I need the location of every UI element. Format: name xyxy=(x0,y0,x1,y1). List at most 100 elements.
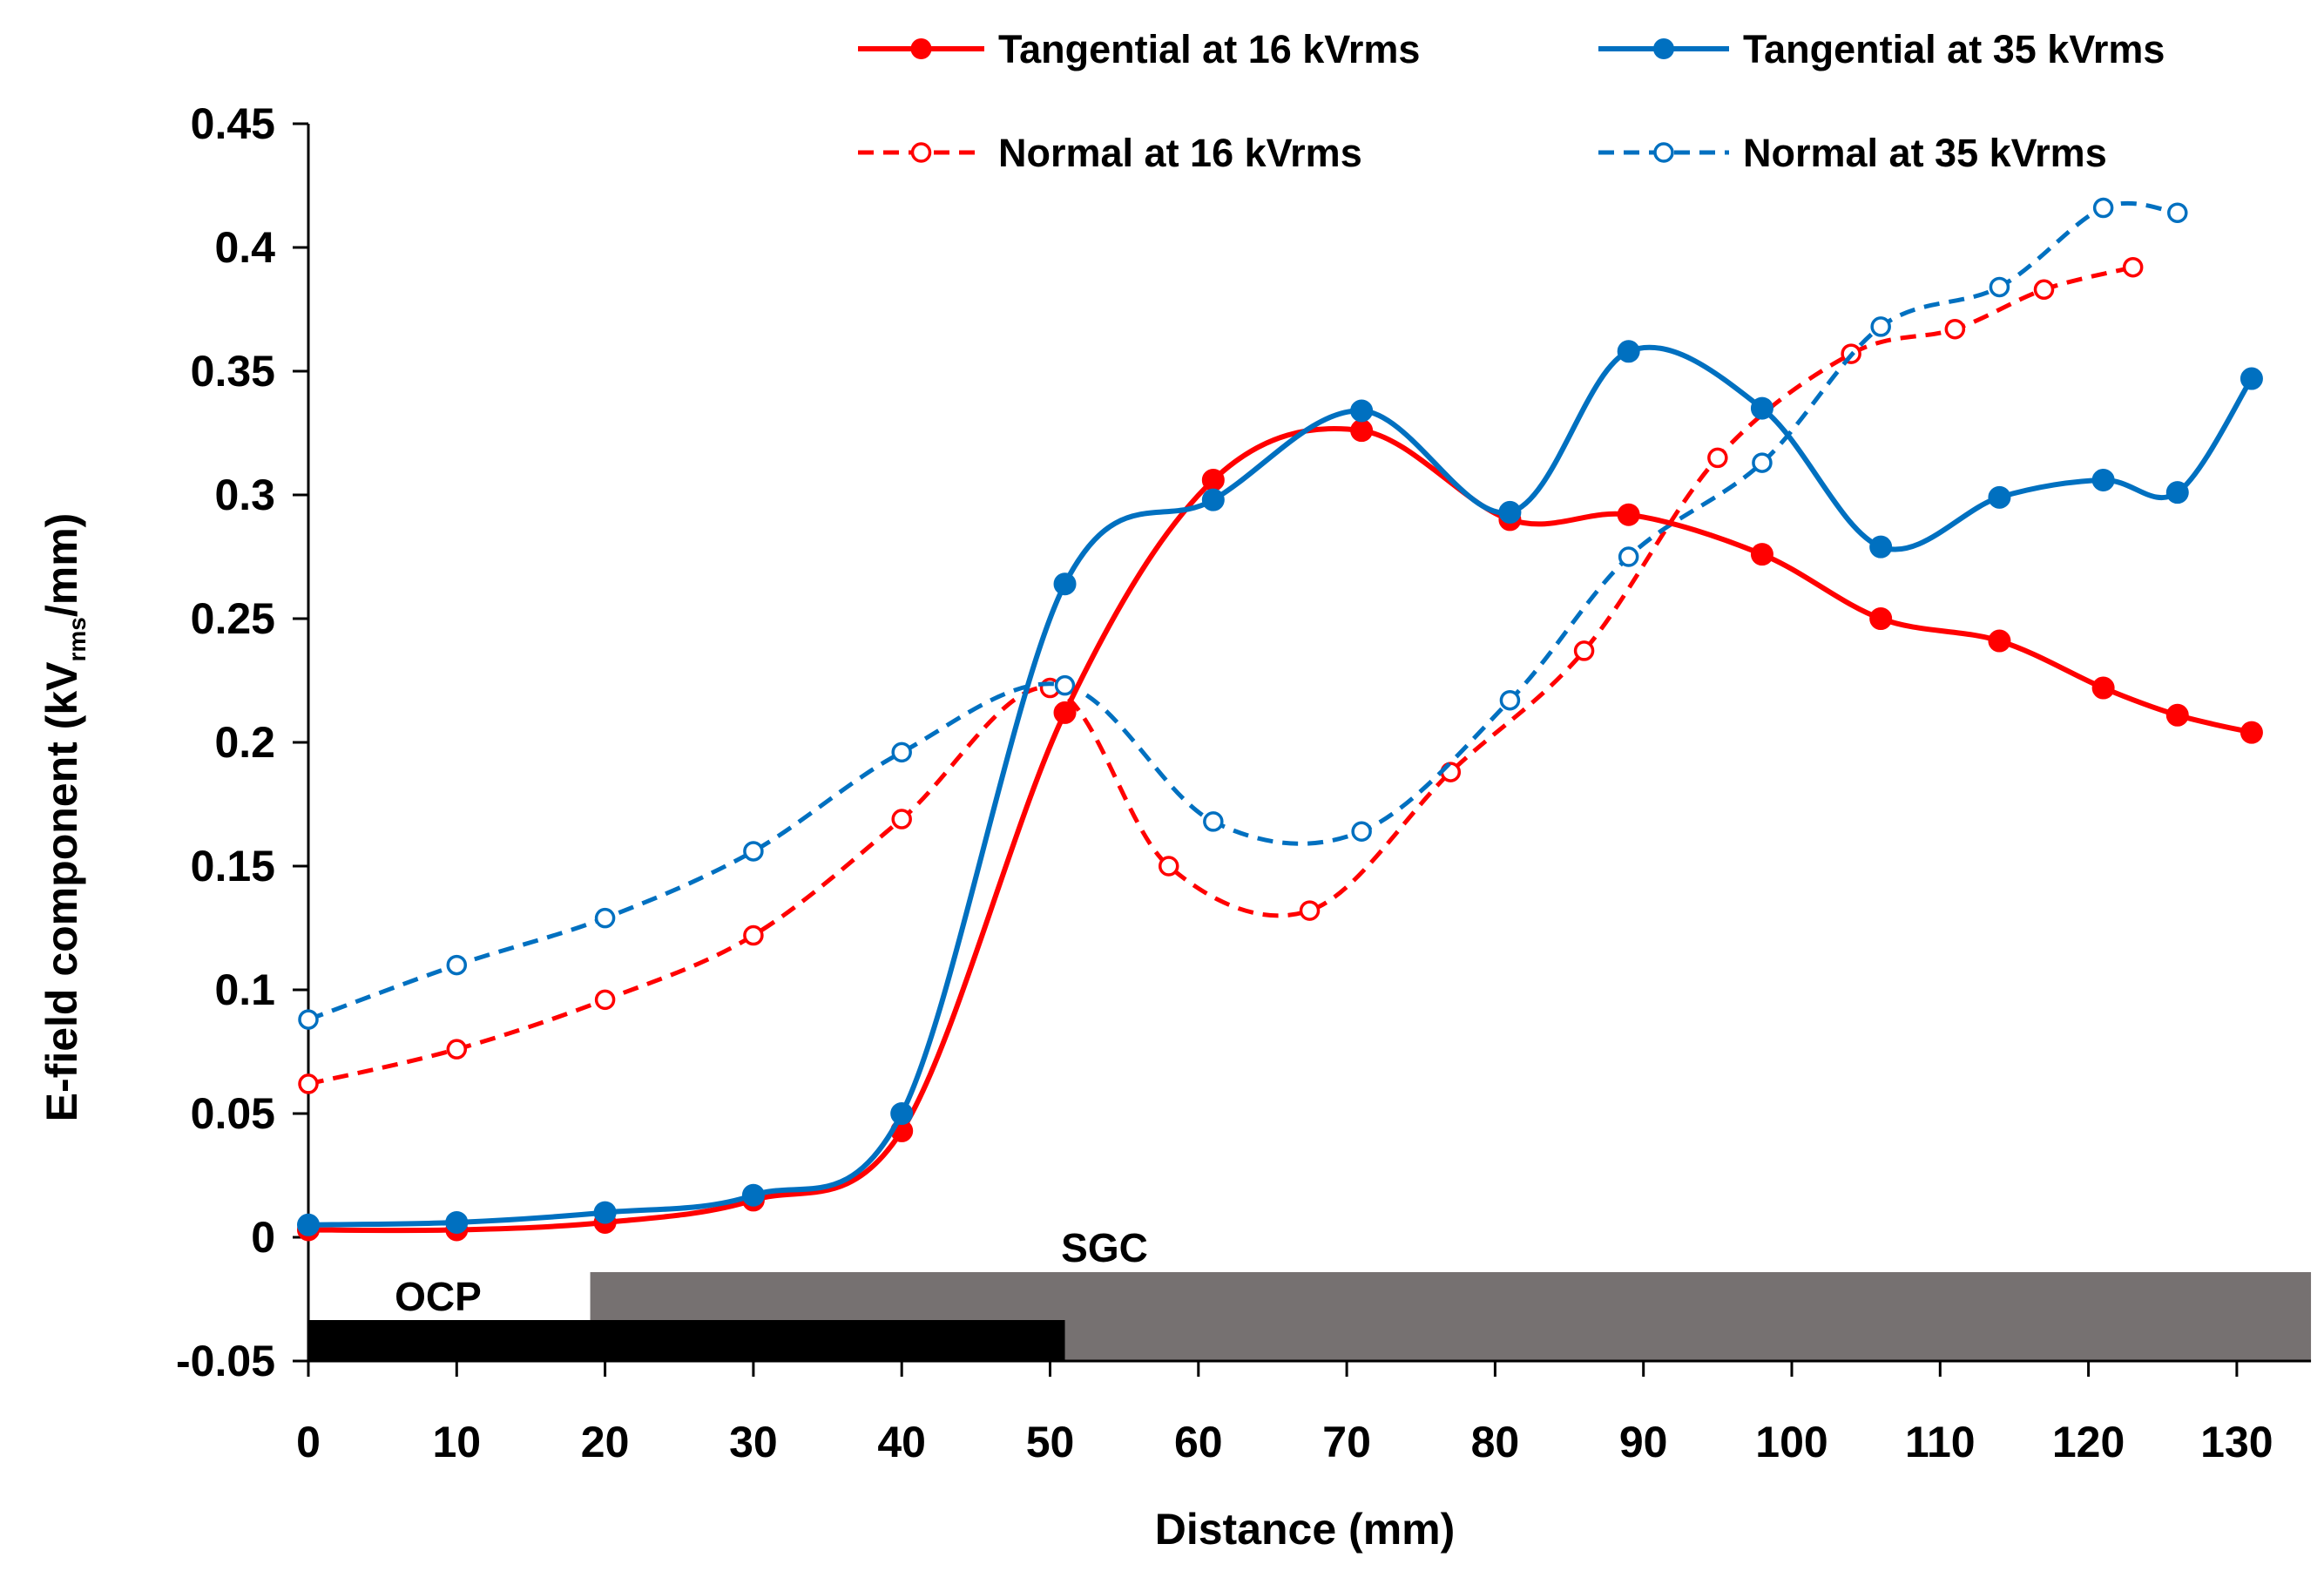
series-line-tangential-at-35-kvrms xyxy=(307,344,2254,1228)
y-axis-title-end: /mm) xyxy=(37,513,86,617)
y-tick-label: 0.1 xyxy=(214,965,275,1014)
data-point xyxy=(2167,202,2188,223)
data-point xyxy=(1869,535,1893,559)
data-point xyxy=(1053,701,1077,724)
data-point xyxy=(1869,607,1893,630)
y-tick-label: 0.4 xyxy=(214,223,275,272)
y-tick-label: 0 xyxy=(251,1213,275,1262)
data-point xyxy=(1617,503,1640,526)
data-point xyxy=(2165,481,2189,504)
series-tangential-at-35-kvrms xyxy=(297,340,2263,1236)
data-point xyxy=(1989,276,2010,298)
series-group xyxy=(297,197,2263,1242)
y-tick-label: -0.05 xyxy=(176,1337,275,1385)
data-point xyxy=(1707,447,1728,469)
data-point xyxy=(1053,572,1077,596)
x-tick-label: 30 xyxy=(729,1418,778,1466)
data-point xyxy=(1201,468,1225,491)
y-tick-label: 0.3 xyxy=(214,471,275,519)
series-normal-at-35-kvrms xyxy=(298,197,2188,1030)
data-point xyxy=(1752,452,1773,473)
data-point xyxy=(2165,703,2189,727)
data-point xyxy=(1201,488,1225,511)
data-point xyxy=(1750,543,1773,566)
data-point xyxy=(1617,340,1640,363)
legend-marker xyxy=(910,142,932,163)
legend-item-tangential-at-35-kvrms: Tangential at 35 kVrms xyxy=(1598,27,2165,71)
series-tangential-at-16-kvrms xyxy=(297,419,2263,1242)
region-label-sgc: SGC xyxy=(1061,1225,1148,1270)
data-point xyxy=(2122,256,2144,278)
y-axis-title-main: E-field component (kV xyxy=(37,661,86,1121)
x-tick-label: 80 xyxy=(1471,1418,1520,1466)
series-line-normal-at-35-kvrms xyxy=(307,200,2179,1022)
region-bar-ocp xyxy=(308,1320,1065,1362)
data-point xyxy=(890,1102,914,1125)
data-point xyxy=(1988,485,2011,509)
region-bars: OCP SGC xyxy=(308,1225,2312,1362)
legend-marker xyxy=(1653,38,1674,59)
data-point xyxy=(743,924,764,946)
data-point xyxy=(445,1210,469,1234)
legend-marker xyxy=(1653,142,1674,163)
data-point xyxy=(1618,546,1639,567)
x-tick-label: 110 xyxy=(1905,1418,1976,1466)
legend-label: Tangential at 16 kVrms xyxy=(998,27,1420,71)
x-tick-label: 10 xyxy=(432,1418,481,1466)
data-point xyxy=(1158,856,1179,877)
x-tick-label: 20 xyxy=(581,1418,630,1466)
data-point xyxy=(1499,689,1521,711)
data-point xyxy=(1054,674,1076,696)
data-point xyxy=(446,1039,468,1060)
data-point xyxy=(2091,468,2115,491)
data-point xyxy=(297,1213,320,1236)
data-point xyxy=(594,907,616,929)
legend-marker xyxy=(910,38,932,59)
x-tick-label: 100 xyxy=(1755,1418,1827,1466)
x-ticks: 0 10 20 30 40 50 60 70 80 90 100 110 120 130 xyxy=(296,1361,2273,1466)
data-point xyxy=(2091,676,2115,700)
data-point xyxy=(1498,500,1522,524)
data-point xyxy=(891,741,912,763)
data-point xyxy=(2033,279,2055,301)
data-point xyxy=(1299,900,1321,921)
data-point xyxy=(743,841,764,862)
data-point xyxy=(298,1009,319,1030)
x-tick-label: 40 xyxy=(877,1418,926,1466)
data-point xyxy=(298,1073,319,1094)
x-tick-label: 70 xyxy=(1322,1418,1371,1466)
legend-item-tangential-at-16-kvrms: Tangential at 16 kVrms xyxy=(858,27,1420,71)
data-point xyxy=(446,954,468,976)
y-tick-label: 0.35 xyxy=(191,347,275,396)
legend-label: Tangential at 35 kVrms xyxy=(1743,27,2165,71)
y-tick-label: 0.2 xyxy=(214,718,275,767)
data-point xyxy=(1870,316,1891,337)
data-point xyxy=(1573,640,1595,661)
data-point xyxy=(1351,821,1372,842)
y-tick-label: 0.25 xyxy=(191,594,275,643)
y-tick-label: 0.15 xyxy=(191,842,275,890)
data-point xyxy=(891,809,912,830)
data-point xyxy=(1350,399,1374,423)
data-point xyxy=(2240,721,2263,744)
x-tick-label: 120 xyxy=(2052,1418,2125,1466)
series-line-normal-at-16-kvrms xyxy=(307,265,2134,1087)
legend: Tangential at 16 kVrms Tangential at 35 k… xyxy=(858,27,2165,175)
data-point xyxy=(1988,629,2011,653)
legend-label: Normal at 35 kVrms xyxy=(1743,131,2107,175)
x-axis-title: Distance (mm) xyxy=(1155,1505,1456,1554)
axes xyxy=(307,124,2312,1363)
data-point xyxy=(741,1183,765,1207)
x-tick-label: 0 xyxy=(296,1418,321,1466)
x-tick-label: 90 xyxy=(1619,1418,1668,1466)
data-point xyxy=(593,1201,617,1224)
data-point xyxy=(1203,811,1224,832)
legend-item-normal-at-16-kvrms: Normal at 16 kVrms xyxy=(858,131,1362,175)
x-tick-label: 50 xyxy=(1026,1418,1075,1466)
data-point xyxy=(2240,367,2263,390)
x-tick-label: 130 xyxy=(2200,1418,2273,1466)
series-line-tangential-at-16-kvrms xyxy=(307,426,2253,1234)
data-point xyxy=(1944,318,1966,340)
series-normal-at-16-kvrms xyxy=(298,256,2144,1094)
data-point xyxy=(2092,197,2114,219)
